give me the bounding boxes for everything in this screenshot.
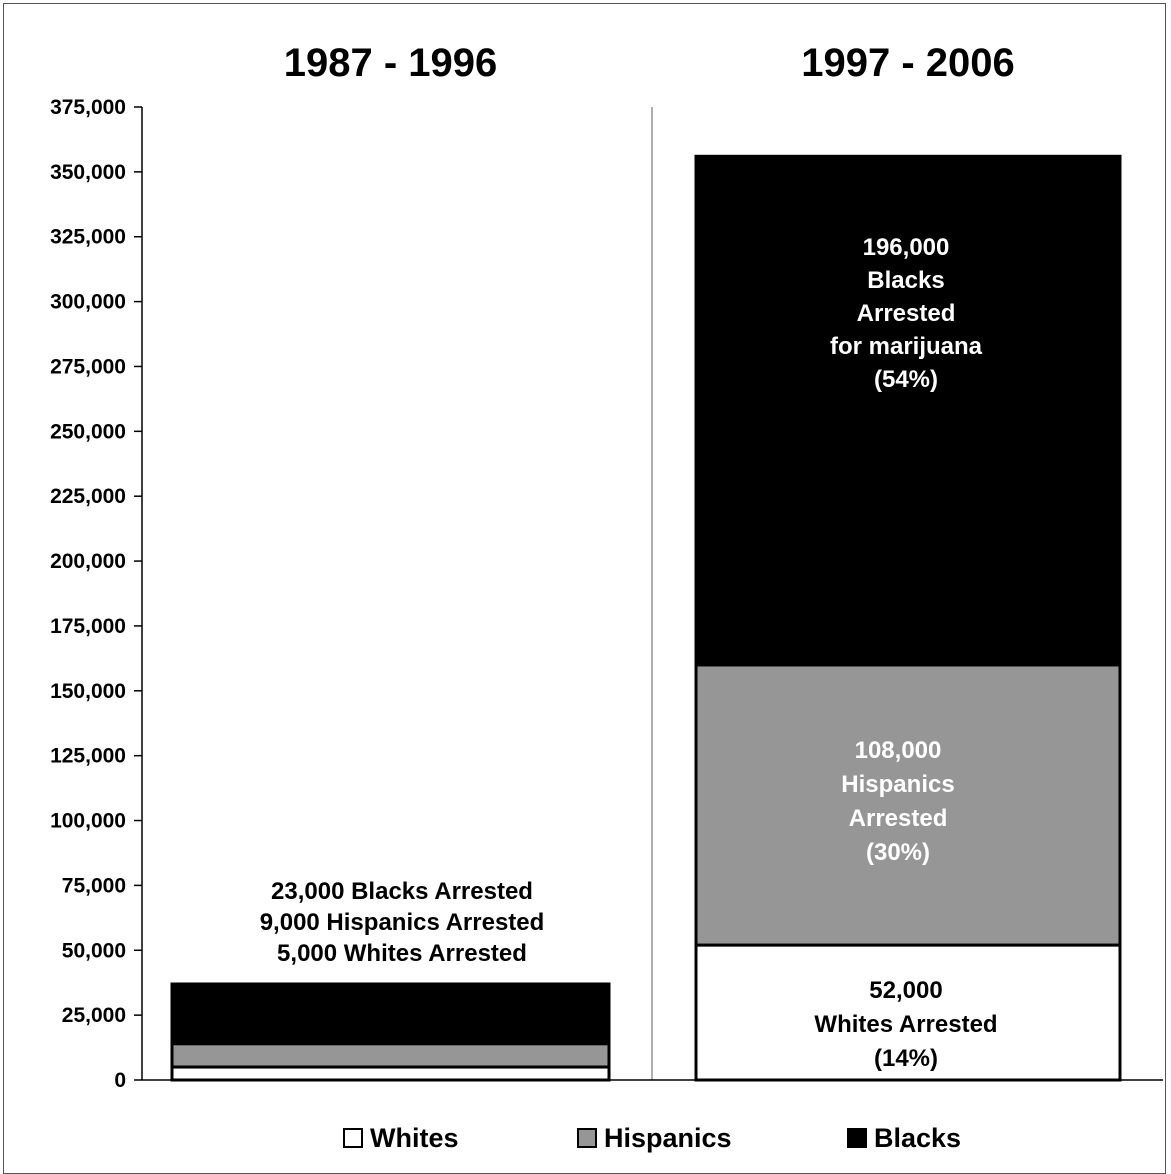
y-tick-label: 125,000 (50, 745, 126, 768)
annotations: 23,000 Blacks Arrested 9,000 Hispanics Ar… (260, 234, 998, 1072)
category-label-2: 1997 - 2006 (801, 41, 1015, 85)
annotation-whites: (14%) (874, 1045, 938, 1072)
annotation-hispanics: Arrested (849, 805, 948, 832)
y-tick-label: 25,000 (62, 1004, 126, 1027)
annotation-hispanics: 108,000 (855, 737, 942, 764)
annotation-blacks: for marijuana (830, 333, 983, 360)
y-tick-label: 200,000 (50, 550, 126, 573)
annotation-blacks: Blacks (867, 267, 944, 294)
legend-label-hispanics: Hispanics (604, 1123, 732, 1153)
annotation-period1: 23,000 Blacks Arrested (271, 878, 533, 905)
y-tick-label: 375,000 (50, 96, 126, 119)
legend-swatch-hispanics (577, 1128, 597, 1148)
annotation-hispanics: (30%) (866, 839, 930, 866)
legend: Whites Hispanics Blacks (343, 1123, 961, 1153)
y-tick-label: 250,000 (50, 420, 126, 443)
annotation-whites: Whites Arrested (814, 1011, 997, 1038)
bar-hispanics-1 (170, 1042, 611, 1069)
category-labels: 1987 - 1996 1997 - 2006 (284, 41, 1015, 85)
annotation-period1: 5,000 Whites Arrested (277, 940, 527, 967)
y-tick-label: 275,000 (50, 355, 126, 378)
y-tick-label: 75,000 (62, 874, 126, 897)
annotation-period1: 9,000 Hispanics Arrested (260, 909, 545, 936)
y-tick-label: 0 (114, 1069, 126, 1092)
annotation-blacks: 196,000 (863, 234, 950, 261)
category-label-1: 1987 - 1996 (284, 41, 498, 85)
bar-blacks-1 (170, 982, 611, 1046)
y-tick-label: 100,000 (50, 810, 126, 833)
legend-label-blacks: Blacks (874, 1123, 961, 1153)
bar-whites-2 (694, 943, 1122, 1082)
annotation-whites: 52,000 (869, 977, 942, 1004)
legend-swatch-blacks (847, 1128, 867, 1148)
legend-swatch-whites (343, 1128, 363, 1148)
legend-label-whites: Whites (370, 1123, 459, 1153)
bar-blacks-2 (694, 154, 1122, 667)
annotation-blacks: Arrested (857, 300, 956, 327)
y-tick-label: 300,000 (50, 291, 126, 314)
y-tick-label: 350,000 (50, 161, 126, 184)
bar-whites-1 (170, 1065, 611, 1082)
y-tick-label: 175,000 (50, 615, 126, 638)
y-axis: 0 25,000 50,000 75,000 100,000 125,000 150,000… (50, 96, 1163, 1092)
y-tick-label: 50,000 (62, 939, 126, 962)
y-tick-label: 150,000 (50, 680, 126, 703)
annotation-blacks: (54%) (874, 366, 938, 393)
bars (170, 154, 1122, 1082)
y-tick-label: 325,000 (50, 226, 126, 249)
annotation-hispanics: Hispanics (841, 771, 954, 798)
y-tick-label: 225,000 (50, 485, 126, 508)
